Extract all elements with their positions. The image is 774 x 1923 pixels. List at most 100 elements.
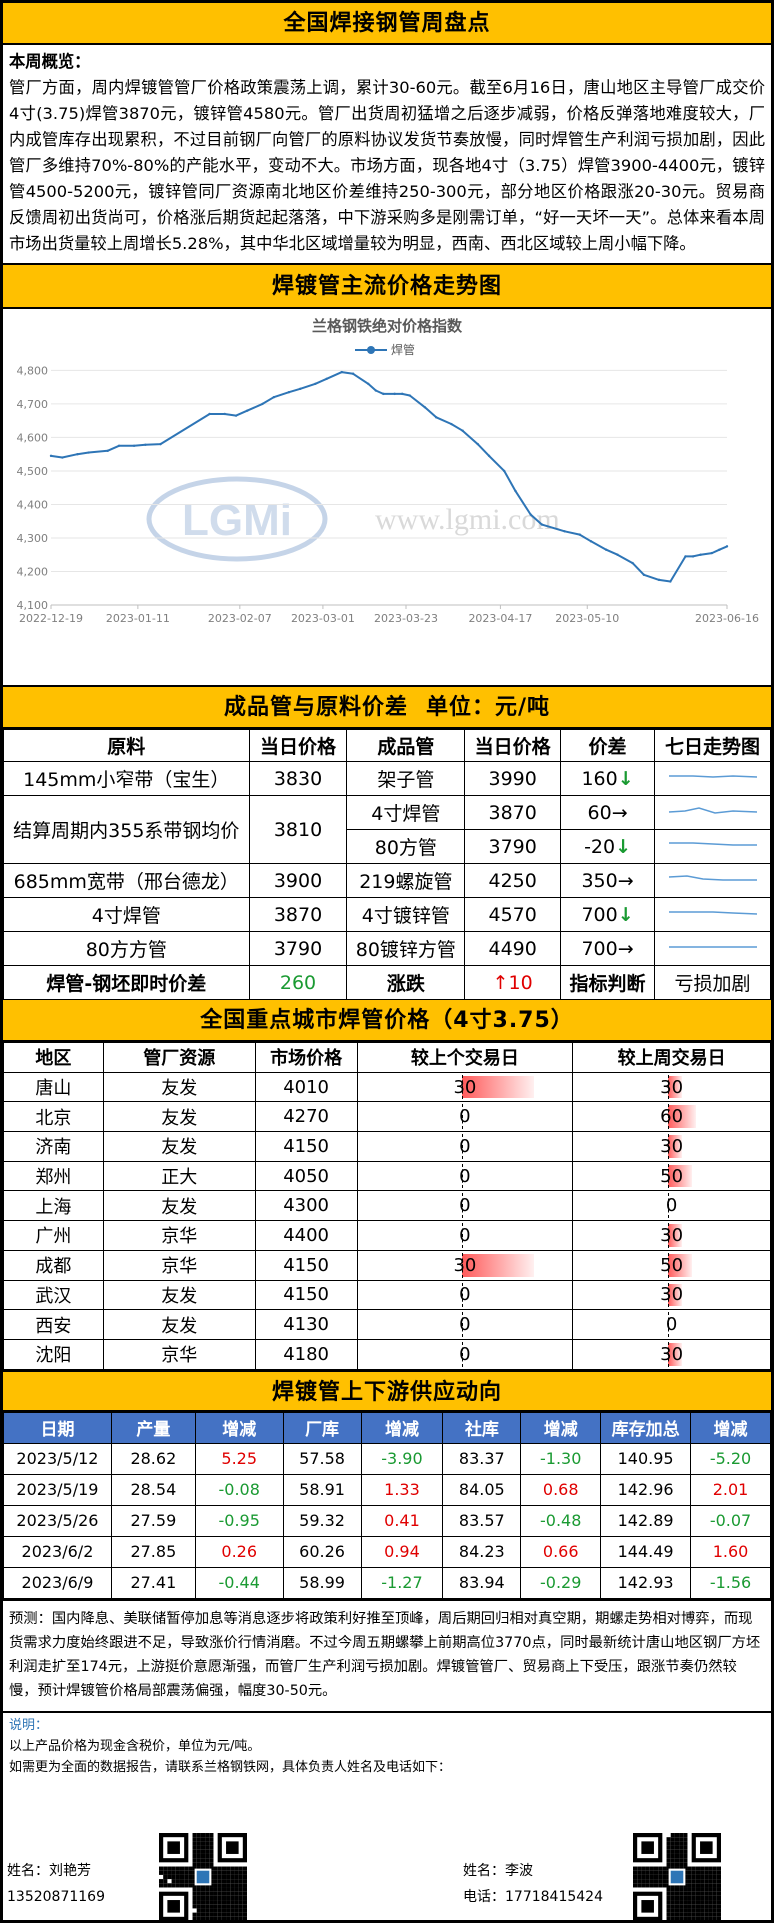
data-point [691, 555, 695, 558]
contact-name: 姓名：李波 [463, 1863, 533, 1879]
raw-material: 685mm宽带（邢台德龙） [3, 863, 250, 898]
notes: 说明： 以上产品价格为现金含税价，单位为元/吨。 如需更为全面的数据报告，请联系… [3, 1713, 771, 1780]
change-value: 0 [459, 1284, 471, 1306]
change-cell: -0.44 [194, 1566, 284, 1599]
series-line [50, 371, 728, 583]
week-change: 50 [572, 1160, 771, 1192]
table-row: 2023/5/19 28.54 -0.08 58.91 1.33 84.05 0.68 142… [3, 1473, 771, 1506]
raw-material: 80方方管 [3, 931, 250, 966]
y-tick-label: 4,800 [17, 364, 49, 377]
data-point [234, 414, 238, 417]
change-value: 0 [459, 1165, 471, 1187]
y-tick-label: 4,200 [17, 565, 49, 578]
day-change: 0 [356, 1131, 574, 1162]
change-bar [668, 1342, 683, 1366]
down-arrow-icon: ↓ [617, 903, 634, 926]
down-arrow-icon: ↓ [617, 767, 634, 790]
change-cell: -1.30 [520, 1442, 602, 1475]
spread-table: 原料 当日价格 成品管 当日价格 价差 七日走势图 145mm小窄带（宝生） 3… [3, 729, 771, 1000]
data-point [340, 370, 343, 374]
value-cell: 2023/6/9 [3, 1566, 112, 1599]
week-change: 30 [572, 1071, 771, 1103]
product: 80镀锌方管 [346, 931, 466, 966]
zero-axis [668, 1074, 670, 1100]
supply-header-row: 日期 产量 增减 厂库 增减 社库 增减 库存加总 增减 [3, 1411, 771, 1444]
col-header: 增减 [360, 1411, 444, 1444]
day-change: 30 [356, 1071, 574, 1103]
value-cell: 58.91 [282, 1473, 362, 1506]
change-bar [668, 1164, 692, 1188]
x-tick-label: 2023-05-10 [555, 612, 619, 625]
watermark-url: www.lgmi.com [375, 503, 560, 536]
product-price: 4490 [464, 931, 562, 966]
spread-footer-label: 焊管-钢坯即时价差 [3, 965, 250, 1000]
data-point [382, 392, 385, 396]
market-price: 4150 [254, 1131, 358, 1162]
change-cell: -5.20 [690, 1442, 771, 1475]
market-price: 4010 [254, 1071, 358, 1103]
data-point [563, 530, 566, 533]
change-cell: -0.95 [194, 1504, 284, 1537]
data-point [393, 392, 396, 396]
value-cell: 142.93 [600, 1566, 692, 1599]
value-cell: 84.23 [442, 1535, 522, 1568]
col-header: 库存加总 [600, 1411, 692, 1444]
data-point [461, 429, 464, 432]
table-row: 4寸焊管 3870 4寸镀锌管 4570 700↓ [3, 897, 771, 932]
value-cell: 28.62 [110, 1442, 196, 1475]
sparkline [654, 829, 771, 864]
value-cell: 83.57 [442, 1504, 522, 1537]
value-cell: 2023/5/19 [3, 1473, 112, 1506]
x-tick-label: 2023-01-11 [106, 612, 170, 625]
summary-heading: 本周概览： [9, 52, 91, 71]
price-diff: -20↓ [560, 829, 655, 864]
table-row: 2023/6/2 27.85 0.26 60.26 0.94 84.23 0.66 144.4… [3, 1535, 771, 1568]
change-value: 50 [660, 1254, 684, 1276]
data-point [616, 553, 619, 556]
change-value: 0 [459, 1195, 471, 1217]
product-price: 3870 [464, 795, 562, 830]
value-cell: 58.99 [282, 1566, 362, 1599]
data-point [657, 578, 661, 582]
value-cell: 140.95 [600, 1442, 692, 1475]
chart-title: 兰格钢铁绝对价格指数 [312, 317, 463, 335]
day-change: 30 [356, 1249, 574, 1281]
sparkline [654, 761, 771, 796]
table-row: 广州 京华 4400 0 30 [3, 1220, 771, 1251]
change-cell: -0.48 [520, 1504, 602, 1537]
value-cell: 28.54 [110, 1473, 196, 1506]
market-price: 4270 [254, 1101, 358, 1133]
zero-axis [461, 1312, 463, 1337]
data-point [299, 387, 302, 391]
value-cell: 59.32 [282, 1504, 362, 1537]
data-point [87, 451, 90, 454]
table-row: 上海 友发 4300 0 0 [3, 1190, 771, 1222]
change-value: 0 [459, 1314, 471, 1336]
col-header: 七日走势图 [654, 729, 771, 762]
data-point [710, 551, 714, 555]
raw-price: 3810 [248, 795, 348, 864]
trend-section-title: 焊镀管主流价格走势图 [3, 265, 771, 309]
col-header: 产量 [110, 1411, 196, 1444]
col-header: 较上个交易日 [356, 1042, 574, 1073]
spread-section-title: 成品管与原料价差 单位：元/吨 [3, 687, 771, 729]
table-row: 唐山 友发 4010 30 30 [3, 1071, 771, 1103]
notes-label: 说明： [9, 1717, 49, 1733]
city-name: 沈阳 [3, 1338, 104, 1370]
data-point [287, 390, 291, 394]
data-point [408, 394, 411, 397]
zero-axis [461, 1134, 463, 1159]
table-row: 2023/5/26 27.59 -0.95 59.32 0.41 83.57 -0.48 14… [3, 1504, 771, 1537]
zero-axis [461, 1163, 463, 1189]
spread-footer-value: 260 [248, 965, 348, 1000]
table-row: 济南 友发 4150 0 30 [3, 1131, 771, 1162]
zero-axis [668, 1252, 670, 1278]
y-tick-label: 4,100 [17, 599, 49, 612]
change-value: 0 [459, 1106, 471, 1128]
contact-2: 姓名：李波 电话：17718415424 [463, 1858, 603, 1910]
col-header: 地区 [3, 1042, 104, 1073]
y-tick-label: 4,400 [17, 498, 49, 511]
data-point [631, 561, 634, 565]
day-change: 0 [356, 1190, 574, 1222]
qr-code-icon [159, 1833, 247, 1920]
